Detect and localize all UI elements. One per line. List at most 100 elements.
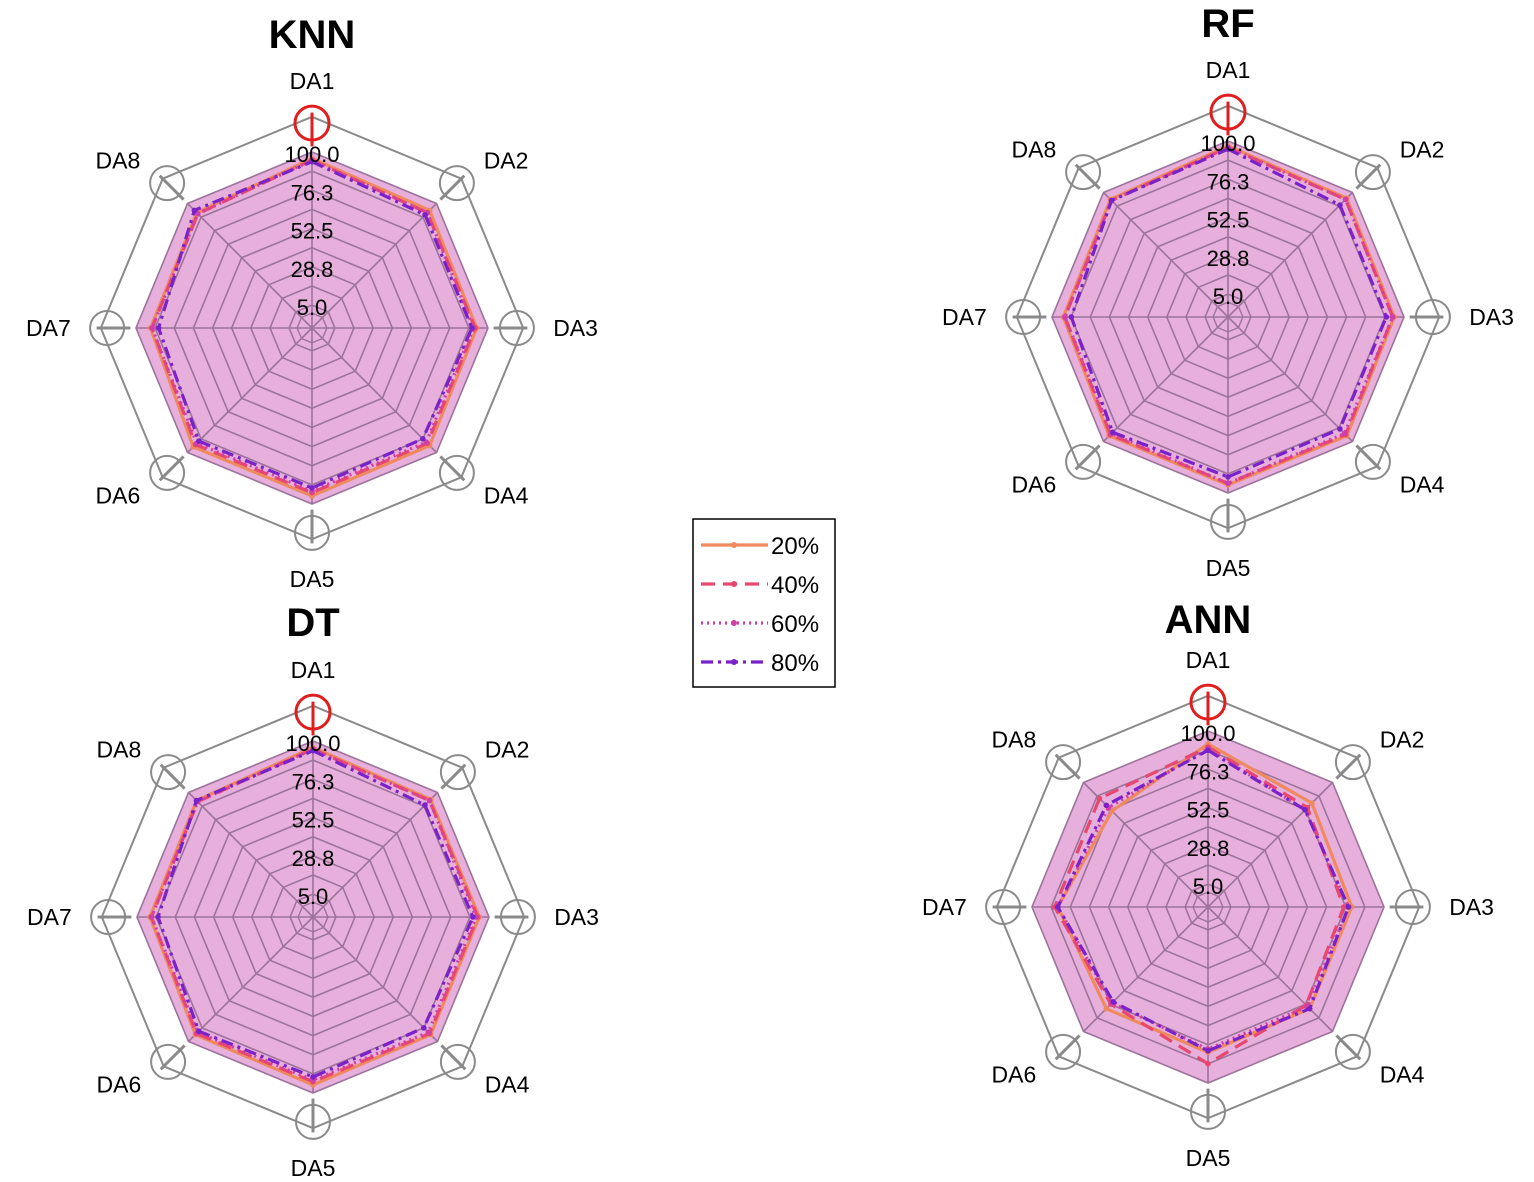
tick-label: 100.0 <box>285 731 340 756</box>
tick-label: 76.3 <box>1187 759 1230 784</box>
highlight-circle <box>89 310 126 346</box>
series-line <box>1056 747 1351 1051</box>
chart-title: ANN <box>1165 598 1252 642</box>
highlight-circle <box>293 104 331 142</box>
axis-label-da3: DA3 <box>553 315 598 341</box>
highlight-circle <box>1414 299 1451 335</box>
marker-arrow <box>1054 753 1081 780</box>
axis-label-da5: DA5 <box>291 1155 336 1181</box>
highlight-circle <box>1045 744 1082 781</box>
data-point <box>1096 795 1103 802</box>
data-point <box>309 158 315 165</box>
marker-arrow <box>159 763 186 790</box>
data-point <box>1389 314 1396 320</box>
legend-label: 20% <box>771 533 819 560</box>
axis-label-da6: DA6 <box>96 483 141 509</box>
data-point <box>422 802 428 808</box>
axis-spoke <box>311 202 438 329</box>
highlight-circle <box>1210 503 1246 540</box>
highlight-circle <box>1189 683 1227 721</box>
data-point <box>155 914 161 920</box>
highlight-circle <box>438 454 475 491</box>
highlight-circle <box>1354 154 1391 191</box>
legend-marker <box>731 542 737 548</box>
axis-label-da5: DA5 <box>1206 555 1251 581</box>
axis-label-da8: DA8 <box>97 736 142 762</box>
axis-spoke <box>1082 906 1209 1033</box>
tick-label: 28.8 <box>292 846 335 871</box>
marker-arrow <box>158 174 185 201</box>
axis-label-da7: DA7 <box>27 904 72 930</box>
data-point <box>149 325 155 331</box>
tick-label: 100.0 <box>284 142 339 167</box>
axis-label-da1: DA1 <box>291 657 336 683</box>
axis-label-da6: DA6 <box>97 1072 142 1098</box>
axis-label-da5: DA5 <box>290 566 335 592</box>
chart-title: RF <box>1201 2 1254 46</box>
axis-label-da8: DA8 <box>1012 136 1057 162</box>
axis-label-da5: DA5 <box>1186 1145 1231 1171</box>
marker-arrow <box>1074 163 1101 190</box>
highlight-circle <box>150 1043 187 1080</box>
axis-label-da7: DA7 <box>26 315 71 341</box>
highlight-circle <box>439 1043 476 1080</box>
data-point <box>193 797 200 804</box>
highlight-circle <box>439 754 476 791</box>
axis-label-da4: DA4 <box>484 483 529 509</box>
axis-label-da4: DA4 <box>1400 472 1445 498</box>
data-point <box>310 747 316 754</box>
data-point <box>1109 808 1115 814</box>
marker-arrow <box>159 1044 186 1071</box>
data-point <box>426 797 433 804</box>
data-point <box>1302 807 1308 813</box>
tick-label: 28.8 <box>1187 836 1230 861</box>
data-point <box>196 438 202 444</box>
data-point <box>1225 474 1231 480</box>
highlight-circle <box>149 165 186 202</box>
legend-marker <box>731 659 737 665</box>
data-point <box>1337 202 1343 208</box>
data-point <box>196 1028 202 1034</box>
data-point <box>1205 1048 1211 1054</box>
data-point <box>1341 430 1348 437</box>
marker-arrow <box>440 763 467 790</box>
data-point <box>1068 314 1075 320</box>
axis-label-da7: DA7 <box>942 304 987 330</box>
axis-label-da1: DA1 <box>1206 57 1251 83</box>
legend-marker <box>731 581 737 587</box>
data-point <box>1340 904 1347 910</box>
radar-chart-knn: 5.0 28.8 52.5 76.3 100.0 DA1 DA2 DA3 DA4 DA5 DA6 DA… <box>26 13 598 592</box>
chart-title: KNN <box>269 13 356 57</box>
data-point <box>469 325 475 331</box>
axis-label-da6: DA6 <box>1012 472 1057 498</box>
data-point <box>309 485 315 491</box>
data-point <box>422 212 428 218</box>
data-point <box>1103 802 1110 809</box>
axis-spoke <box>1227 191 1354 318</box>
axis-spoke <box>187 791 314 918</box>
tick-label: 5.0 <box>1193 874 1224 899</box>
axis-spoke <box>1102 191 1229 318</box>
axis-label-da1: DA1 <box>290 68 335 94</box>
highlight-circle <box>1334 1033 1371 1070</box>
legend-label: 40% <box>771 572 819 599</box>
axis-label-da7: DA7 <box>922 894 967 920</box>
data-point <box>425 1029 432 1036</box>
marker-arrow <box>440 1044 467 1071</box>
data-point <box>1055 904 1061 910</box>
data-point <box>1342 196 1349 203</box>
data-point <box>1337 426 1343 432</box>
marker-arrow <box>1335 1034 1362 1061</box>
data-point <box>1205 747 1211 754</box>
radar-chart-ann: 5.0 28.8 52.5 76.3 100.0 DA1 DA2 DA3 DA4 DA5 DA6 DA… <box>922 598 1494 1171</box>
tick-label: 100.0 <box>1180 721 1235 746</box>
highlight-circle <box>499 899 536 935</box>
chart-title: DT <box>286 601 339 645</box>
axis-label-da8: DA8 <box>992 726 1037 752</box>
highlight-circle <box>1394 889 1431 925</box>
tick-label: 5.0 <box>1213 284 1244 309</box>
highlight-circle <box>438 165 475 202</box>
data-point <box>423 439 430 446</box>
highlight-circle <box>294 514 330 551</box>
axis-label-da2: DA2 <box>1380 726 1425 752</box>
